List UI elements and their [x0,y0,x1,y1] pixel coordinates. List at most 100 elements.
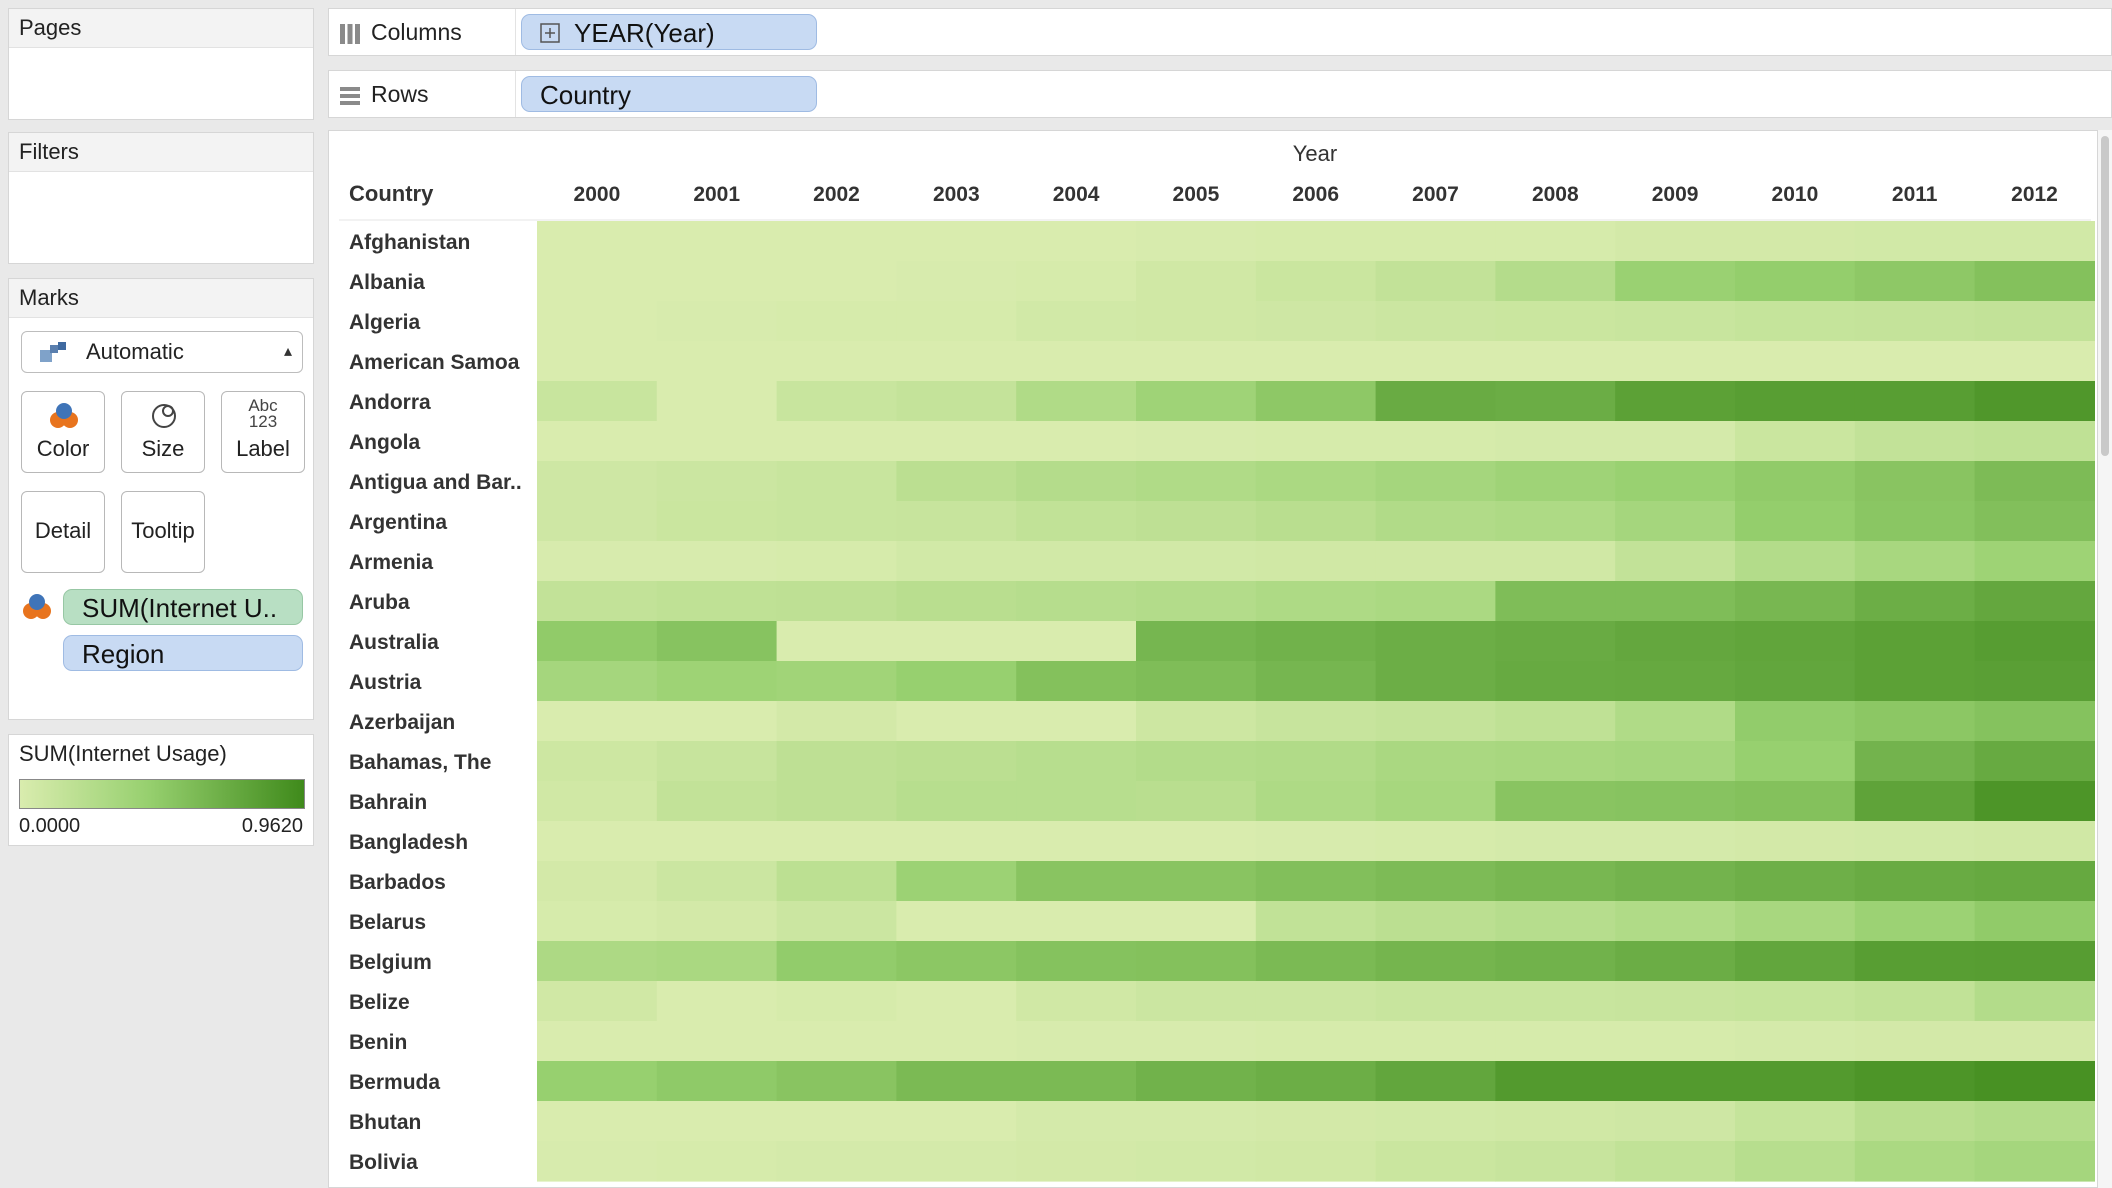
heatmap-cell[interactable] [1854,581,1976,622]
heatmap-cell[interactable] [1495,861,1616,902]
heatmap-cell[interactable] [1016,261,1137,302]
heatmap-cell[interactable] [1255,581,1377,622]
heatmap-cell[interactable] [1735,821,1856,862]
heatmap-cell[interactable] [776,221,897,262]
heatmap-cell[interactable] [776,261,897,302]
heatmap-cell[interactable] [1615,941,1736,982]
heatmap-cell[interactable] [1375,581,1496,622]
heatmap-cell[interactable] [1974,541,2095,582]
heatmap-cell[interactable] [537,621,658,662]
heatmap-cell[interactable] [1136,541,1257,582]
heatmap-cell[interactable] [896,261,1017,302]
heatmap-cell[interactable] [656,301,778,342]
heatmap-cell[interactable] [1255,221,1377,262]
heatmap-cell[interactable] [1495,741,1616,782]
heatmap-cell[interactable] [537,301,658,342]
heatmap-cell[interactable] [1375,861,1496,902]
heatmap-cell[interactable] [1974,781,2095,822]
heatmap-cell[interactable] [1255,1061,1377,1102]
heatmap-cell[interactable] [537,541,658,582]
heatmap-cell[interactable] [1016,621,1137,662]
heatmap-cell[interactable] [1735,781,1856,822]
heatmap-cell[interactable] [1615,901,1736,942]
expand-icon[interactable] [540,23,560,43]
heatmap-cell[interactable] [1735,621,1856,662]
heatmap-cell[interactable] [537,381,658,422]
heatmap-cell[interactable] [1375,1021,1496,1062]
heatmap-cell[interactable] [1255,381,1377,422]
heatmap-cell[interactable] [1255,981,1377,1022]
heatmap-cell[interactable] [1016,421,1137,462]
heatmap-cell[interactable] [1255,1141,1377,1182]
heatmap-cell[interactable] [1854,1061,1976,1102]
heatmap-cell[interactable] [656,501,778,542]
heatmap-cell[interactable] [1136,261,1257,302]
heatmap-cell[interactable] [776,1141,897,1182]
heatmap-cell[interactable] [1854,541,1976,582]
heatmap-cell[interactable] [1854,421,1976,462]
heatmap-cell[interactable] [1615,821,1736,862]
heatmap-cell[interactable] [656,941,778,982]
heatmap-cell[interactable] [1974,901,2095,942]
scrollbar-thumb[interactable] [2101,136,2109,456]
heatmap-cell[interactable] [776,541,897,582]
heatmap-cell[interactable] [1854,981,1976,1022]
heatmap-cell[interactable] [776,941,897,982]
color-button[interactable]: Color [21,391,105,473]
heatmap-cell[interactable] [1854,1141,1976,1182]
heatmap-cell[interactable] [1974,341,2095,382]
size-button[interactable]: Size [121,391,205,473]
heatmap-cell[interactable] [537,1101,658,1142]
heatmap-cell[interactable] [896,861,1017,902]
heatmap-cell[interactable] [537,821,658,862]
heatmap-cell[interactable] [1255,301,1377,342]
heatmap-cell[interactable] [1495,941,1616,982]
heatmap-cell[interactable] [1495,1101,1616,1142]
heatmap-cell[interactable] [1136,1021,1257,1062]
heatmap-cell[interactable] [1735,981,1856,1022]
heatmap-cell[interactable] [1735,221,1856,262]
heatmap-cell[interactable] [1854,501,1976,542]
heatmap-cell[interactable] [1615,301,1736,342]
detail-field-pill[interactable]: Region [63,635,303,671]
heatmap-cell[interactable] [896,661,1017,702]
heatmap-cell[interactable] [1016,581,1137,622]
heatmap-cell[interactable] [776,981,897,1022]
filters-panel[interactable]: Filters [8,132,314,264]
columns-shelf[interactable]: Columns YEAR(Year) [328,8,2112,56]
color-field-pill[interactable]: SUM(Internet U.. [63,589,303,625]
heatmap-cell[interactable] [1974,381,2095,422]
heatmap-cell[interactable] [1136,1061,1257,1102]
heatmap-cell[interactable] [1136,941,1257,982]
heatmap-cell[interactable] [1375,661,1496,702]
heatmap-cell[interactable] [1974,621,2095,662]
heatmap-cell[interactable] [537,661,658,702]
heatmap-cell[interactable] [1974,221,2095,262]
heatmap-cell[interactable] [776,741,897,782]
heatmap-cell[interactable] [1615,541,1736,582]
heatmap-cell[interactable] [1136,781,1257,822]
heatmap-cell[interactable] [656,1021,778,1062]
heatmap-cell[interactable] [656,221,778,262]
heatmap-cell[interactable] [1615,461,1736,502]
heatmap-cell[interactable] [1974,261,2095,302]
heatmap-cell[interactable] [1615,501,1736,542]
heatmap-cell[interactable] [1615,621,1736,662]
heatmap-cell[interactable] [537,901,658,942]
heatmap-cell[interactable] [1255,701,1377,742]
heatmap-cell[interactable] [1974,501,2095,542]
heatmap-cell[interactable] [776,1101,897,1142]
heatmap-cell[interactable] [1854,701,1976,742]
heatmap-cell[interactable] [656,461,778,502]
heatmap-cell[interactable] [776,1061,897,1102]
heatmap-cell[interactable] [1495,981,1616,1022]
heatmap-cell[interactable] [537,421,658,462]
heatmap-cell[interactable] [896,1021,1017,1062]
heatmap-cell[interactable] [1854,621,1976,662]
heatmap-cell[interactable] [537,941,658,982]
heatmap-cell[interactable] [1375,781,1496,822]
heatmap-cell[interactable] [1615,781,1736,822]
heatmap-cell[interactable] [1735,861,1856,902]
heatmap-cell[interactable] [1136,861,1257,902]
heatmap-cell[interactable] [537,341,658,382]
